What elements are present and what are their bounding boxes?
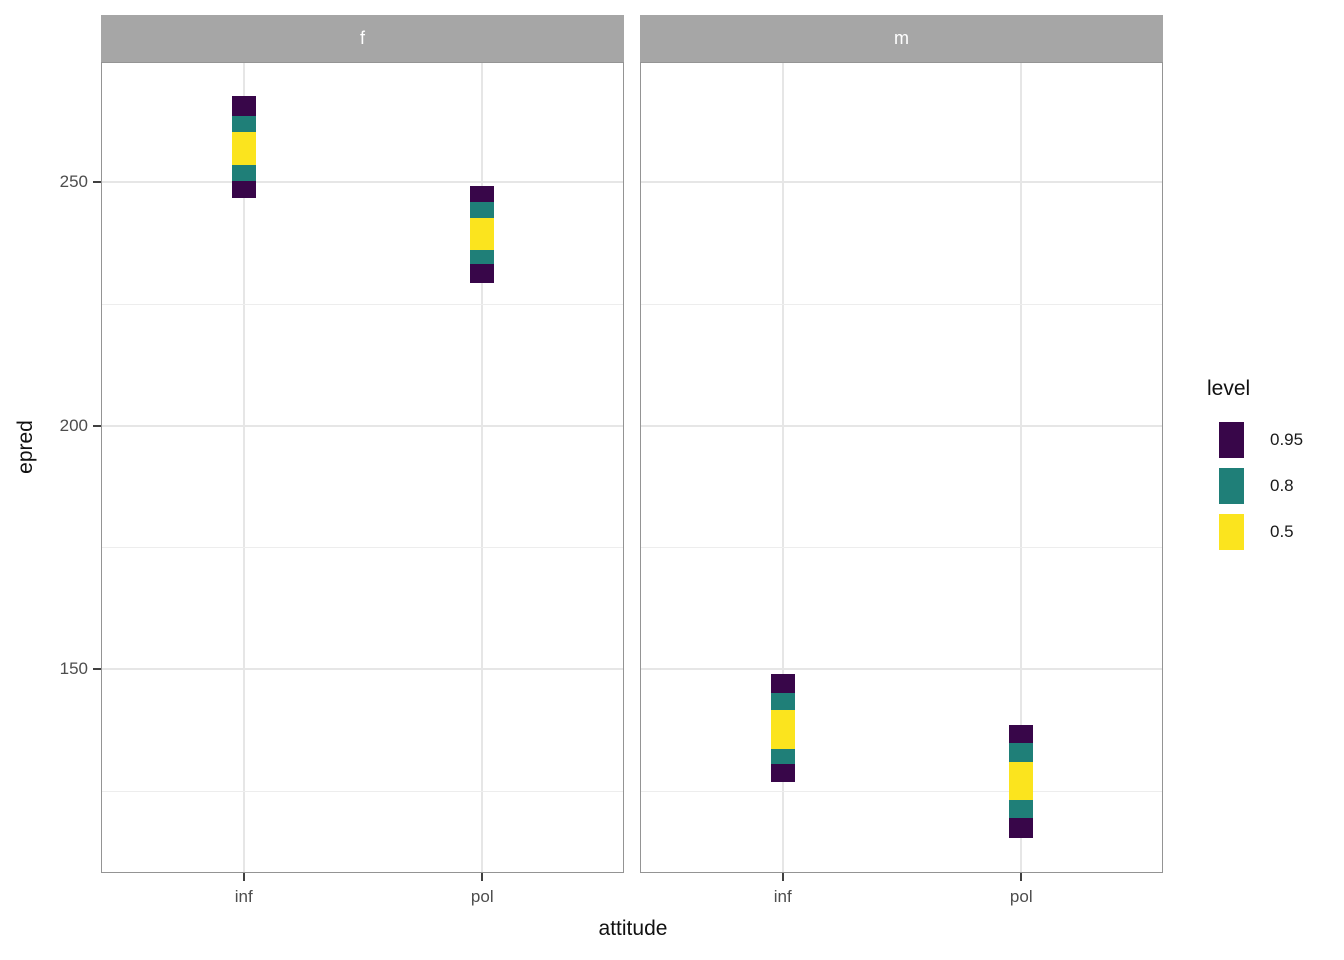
gridline-vertical-major: [242, 63, 245, 872]
legend-swatch: [1219, 422, 1244, 458]
facet-strip: m: [640, 15, 1163, 62]
x-axis-tick: [781, 873, 784, 881]
x-axis-title: attitude: [598, 917, 668, 940]
gridline-horizontal-minor: [102, 790, 623, 792]
gridline-horizontal-major: [102, 424, 623, 427]
gridline-horizontal-minor: [102, 547, 623, 549]
gridline-horizontal-minor: [641, 790, 1162, 792]
x-axis-tick: [242, 873, 245, 881]
legend-swatch: [1219, 468, 1244, 504]
y-axis-title: epred: [14, 420, 37, 474]
x-axis-tick: [1020, 873, 1023, 881]
legend: level 0.95 0.8 0.5: [1205, 377, 1340, 560]
legend-label: 0.8: [1270, 476, 1294, 495]
legend-items: 0.95 0.8 0.5: [1205, 422, 1340, 550]
gridline-horizontal-major: [641, 181, 1162, 183]
y-axis-tick-label: 200: [59, 415, 88, 435]
gridline-horizontal-major: [641, 668, 1162, 670]
x-axis-tick: [481, 873, 484, 881]
panel: [640, 62, 1163, 873]
x-axis-tick-label: pol: [470, 887, 494, 906]
gridline-horizontal-major: [102, 181, 623, 183]
y-axis-tick: [93, 181, 101, 183]
y-axis-tick: [93, 424, 101, 427]
y-axis-tick-label: 250: [59, 172, 88, 191]
y-axis-tick-label: 150: [59, 659, 88, 678]
gridline-horizontal-major: [102, 668, 623, 670]
x-axis-tick-label: pol: [1009, 887, 1033, 906]
y-axis-tick: [93, 668, 101, 670]
gridline-horizontal-minor: [641, 547, 1162, 549]
gridline-horizontal-major: [641, 424, 1162, 427]
interval-bar-level-0.5: [231, 131, 256, 165]
legend-swatch: [1219, 514, 1244, 550]
gridline-horizontal-minor: [102, 303, 623, 305]
interval-bar-level-0.5: [1009, 762, 1034, 800]
gridline-vertical-major: [781, 63, 784, 872]
interval-bar-level-0.5: [770, 709, 795, 749]
interval-bar-level-0.5: [470, 218, 495, 251]
legend-title: level: [1207, 377, 1251, 400]
legend-label: 0.5: [1270, 522, 1294, 541]
x-axis-tick-label: inf: [234, 887, 253, 906]
legend-label: 0.95: [1270, 430, 1304, 449]
legend-item: 0.5: [1219, 514, 1340, 550]
panel: [101, 62, 624, 873]
gridline-vertical-major: [1020, 63, 1023, 872]
x-axis-tick-label: inf: [773, 887, 792, 906]
gridline-vertical-major: [481, 63, 484, 872]
legend-item: 0.95: [1219, 422, 1340, 458]
gridline-horizontal-minor: [641, 303, 1162, 305]
legend-item: 0.8: [1219, 468, 1340, 504]
facet-strip: f: [101, 15, 624, 62]
